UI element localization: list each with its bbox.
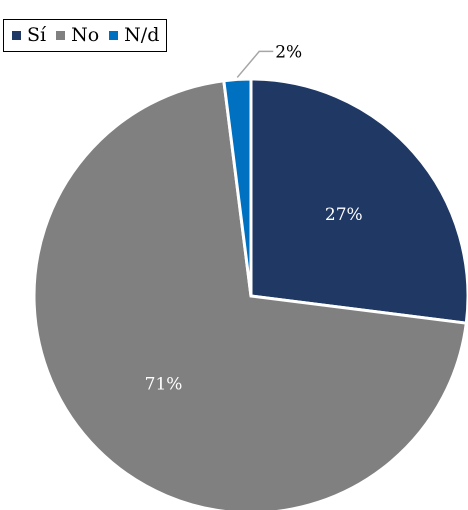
- leader-line-nd: [236, 50, 274, 78]
- legend-label-nd: N/d: [124, 24, 160, 46]
- legend-label-no: No: [71, 24, 100, 46]
- legend-swatch-no: [56, 30, 66, 40]
- data-label-no: 71%: [145, 374, 183, 394]
- pie-slice-nd: [222, 77, 253, 297]
- data-label-si: 27%: [325, 205, 363, 225]
- legend-swatch-si: [12, 30, 21, 40]
- legend-label-si: Sí: [27, 24, 47, 46]
- legend: Sí No N/d: [3, 19, 168, 52]
- legend-item-no: No: [56, 22, 99, 48]
- legend-swatch-nd: [109, 30, 119, 40]
- legend-item-nd: N/d: [109, 22, 159, 48]
- pie-slice-si: [249, 77, 468, 325]
- data-label-nd: 2%: [275, 42, 302, 62]
- legend-item-si: Sí: [12, 22, 46, 48]
